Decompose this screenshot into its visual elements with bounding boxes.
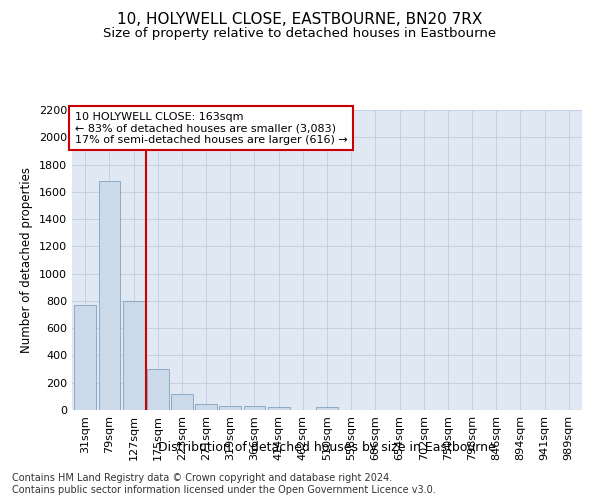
Bar	[123, 301, 145, 410]
Text: 10 HOLYWELL CLOSE: 163sqm
← 83% of detached houses are smaller (3,083)
17% of se: 10 HOLYWELL CLOSE: 163sqm ← 83% of detac…	[74, 112, 347, 144]
Bar	[98, 181, 121, 410]
Bar	[171, 394, 193, 410]
Text: Size of property relative to detached houses in Eastbourne: Size of property relative to detached ho…	[103, 28, 497, 40]
Bar	[147, 369, 169, 410]
Text: 10, HOLYWELL CLOSE, EASTBOURNE, BN20 7RX: 10, HOLYWELL CLOSE, EASTBOURNE, BN20 7RX	[118, 12, 482, 28]
Text: Contains HM Land Registry data © Crown copyright and database right 2024.
Contai: Contains HM Land Registry data © Crown c…	[12, 474, 436, 495]
Y-axis label: Number of detached properties: Number of detached properties	[20, 167, 34, 353]
Text: Distribution of detached houses by size in Eastbourne: Distribution of detached houses by size …	[158, 441, 496, 454]
Bar	[268, 407, 290, 410]
Bar	[195, 404, 217, 410]
Bar	[244, 406, 265, 410]
Bar	[220, 406, 241, 410]
Bar	[316, 407, 338, 410]
Bar	[74, 305, 96, 410]
